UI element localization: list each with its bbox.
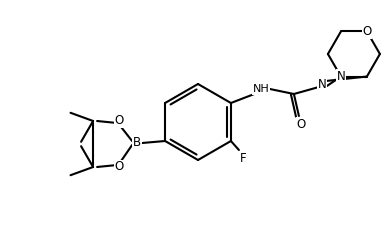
Text: O: O xyxy=(114,114,124,127)
Text: F: F xyxy=(240,152,246,164)
Text: NH: NH xyxy=(253,84,269,94)
Text: B: B xyxy=(133,136,141,149)
Text: O: O xyxy=(296,118,305,131)
Text: N: N xyxy=(336,70,345,83)
Text: O: O xyxy=(362,25,372,38)
Text: O: O xyxy=(114,160,124,173)
Text: N: N xyxy=(317,77,326,90)
